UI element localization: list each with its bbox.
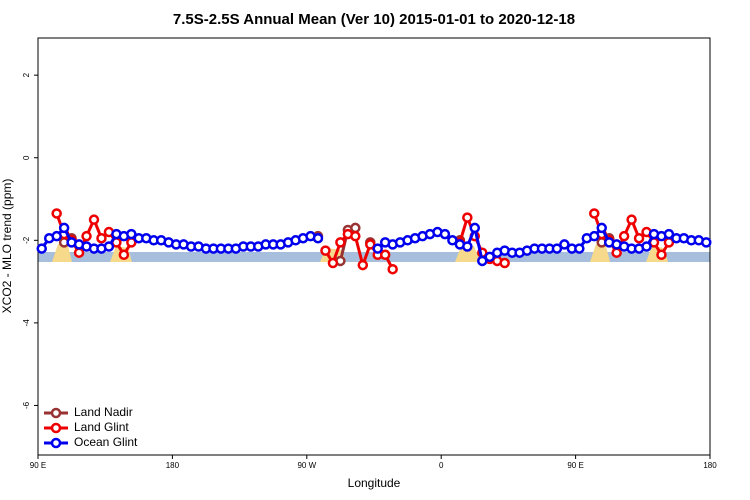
data-point [641, 241, 652, 252]
data-point [477, 255, 488, 267]
data-point [126, 228, 137, 240]
data-point [559, 239, 570, 250]
data-point [447, 235, 458, 246]
data-point [499, 257, 510, 269]
data-point [589, 230, 600, 242]
x-tick-label: 90 E [30, 461, 46, 470]
data-point [611, 247, 622, 258]
data-point [387, 263, 398, 275]
data-point [350, 222, 361, 234]
data-point [36, 243, 47, 254]
data-point [656, 249, 667, 261]
data-point [103, 241, 115, 252]
data-point [335, 237, 346, 248]
data-point [589, 208, 600, 219]
data-point [372, 243, 383, 254]
data-point [462, 212, 473, 223]
data-point [320, 245, 331, 256]
legend-marker [50, 407, 62, 419]
y-tick-label: -2 [22, 236, 31, 244]
data-point [469, 222, 481, 234]
data-point [618, 230, 630, 242]
data-point [118, 249, 130, 261]
chart-title: 7.5S-2.5S Annual Mean (Ver 10) 2015-01-0… [173, 11, 575, 28]
x-tick-label: 180 [703, 461, 717, 470]
data-point [327, 257, 339, 269]
data-point [96, 232, 107, 244]
data-point [51, 230, 62, 242]
y-tick-label: -4 [22, 319, 31, 327]
data-point [88, 214, 100, 225]
y-tick-label: 2 [22, 72, 31, 77]
x-tick-label: 180 [166, 461, 180, 470]
y-axis-label: XCO2 - MLO trend (ppm) [0, 179, 14, 314]
data-point [357, 259, 369, 271]
y-tick-label: -6 [22, 401, 31, 409]
data-point [439, 228, 451, 240]
data-point [81, 230, 92, 242]
data-point [365, 239, 376, 250]
data-point [312, 232, 324, 244]
data-point [701, 237, 712, 248]
data-point [596, 222, 607, 234]
data-point [51, 208, 62, 219]
data-point [551, 243, 563, 254]
legend-marker [50, 437, 62, 449]
land-patch [52, 244, 72, 262]
data-point [574, 243, 585, 254]
y-tick-label: 0 [22, 155, 31, 160]
x-tick-label: 0 [439, 461, 444, 470]
data-point [379, 249, 391, 261]
legend-label: Ocean Glint [74, 435, 138, 449]
legend-label: Land Nadir [74, 405, 133, 419]
x-tick-label: 90 E [567, 461, 583, 470]
data-point [633, 232, 645, 244]
data-point [462, 241, 473, 252]
x-axis-label: Longitude [348, 476, 401, 490]
data-point [58, 222, 70, 234]
data-point [484, 251, 495, 263]
x-tick-label: 90 W [297, 461, 316, 470]
data-point [73, 247, 85, 258]
data-point [663, 228, 675, 240]
land-patch [590, 244, 610, 262]
legend-label: Land Glint [74, 420, 129, 434]
data-point [350, 230, 361, 242]
data-point [626, 214, 637, 225]
legend-marker [50, 422, 62, 434]
